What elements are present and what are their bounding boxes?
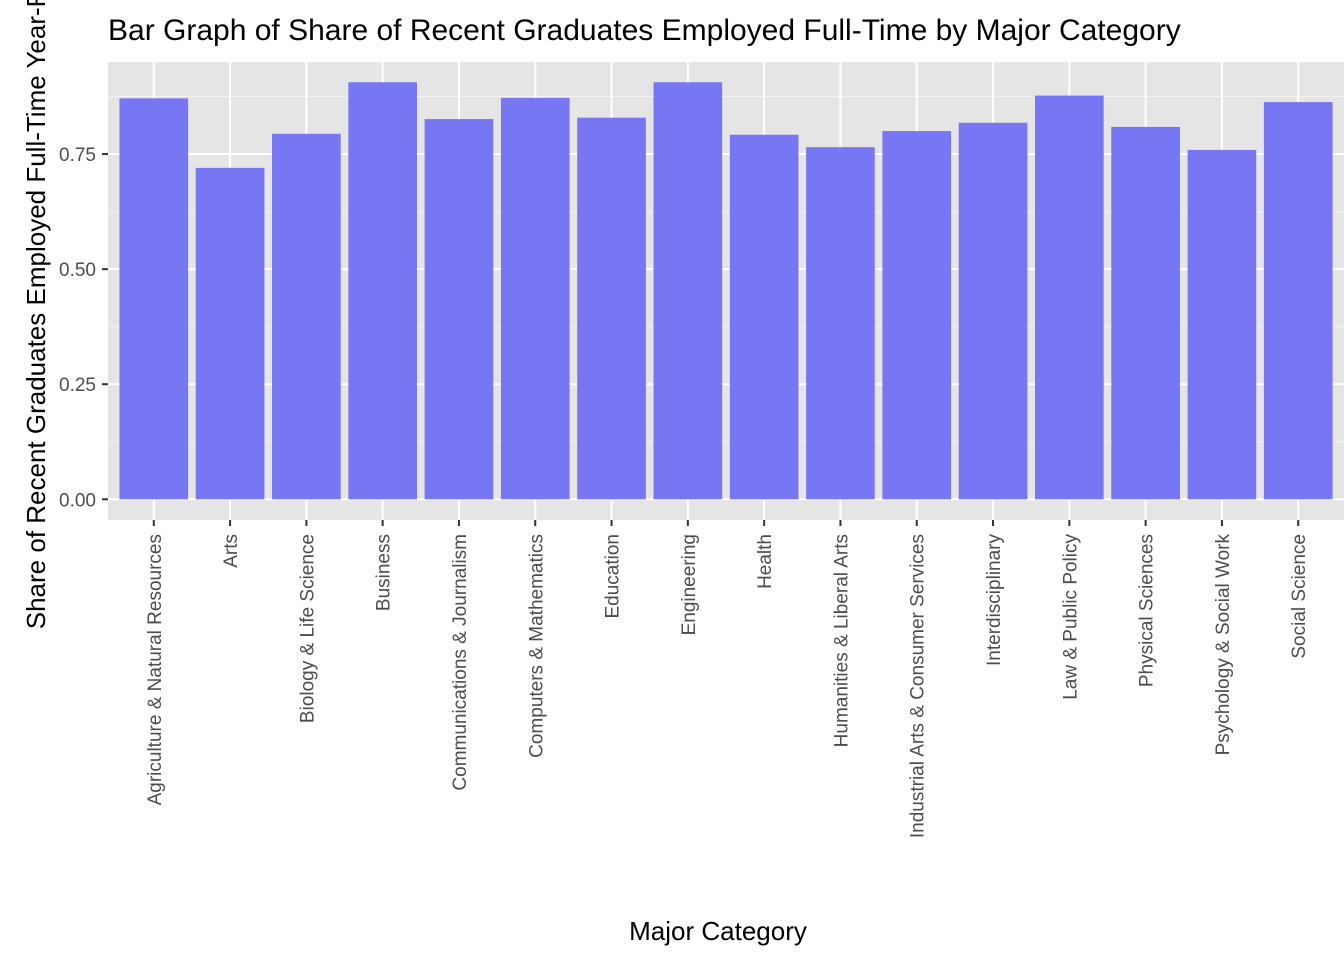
bar [1187,149,1257,500]
x-tick-label: Business [374,534,395,611]
y-tick-label: 0.75 [59,145,96,166]
bar [1263,102,1333,500]
y-tick-label: 0.25 [59,375,96,396]
bar [958,122,1028,500]
bar [119,98,189,500]
x-axis-title: Major Category [629,916,807,946]
x-tick-label: Communications & Journalism [450,534,471,791]
bars [119,82,1333,500]
x-tick-label: Biology & Life Science [297,534,318,723]
x-tick-label: Education [603,534,624,619]
bar [806,147,875,500]
y-tick-label: 0.50 [59,260,96,281]
x-tick-label: Computers & Mathematics [526,534,547,758]
bar [1111,126,1180,500]
bar [729,134,799,500]
x-tick-label: Interdisciplinary [984,534,1005,666]
x-axis: Agriculture & Natural Resources Arts Biolo… [145,520,1310,838]
x-tick-label: Industrial Arts & Consumer Services [908,534,929,838]
bar [1035,95,1104,500]
y-axis-title: Share of Recent Graduates Employed Full-… [21,0,51,629]
bar [882,131,952,500]
bar [424,119,494,500]
x-tick-label: Psychology & Social Work [1213,534,1234,756]
x-tick-label: Agriculture & Natural Resources [145,534,166,805]
x-tick-label: Social Science [1289,534,1310,659]
x-tick-label: Engineering [679,534,700,635]
y-axis: 0.00 0.25 0.50 0.75 [59,145,108,511]
bar [577,117,646,500]
bar [195,167,265,500]
x-tick-label: Arts [221,534,242,568]
y-tick-label: 0.00 [59,490,96,511]
x-tick-label: Law & Public Policy [1060,534,1081,700]
bar [500,97,570,500]
x-tick-label: Physical Sciences [1137,534,1158,687]
bar [653,82,723,500]
bar [272,133,341,500]
x-tick-label: Humanities & Liberal Arts [831,534,852,747]
x-tick-label: Health [755,534,776,589]
chart-title: Bar Graph of Share of Recent Graduates E… [108,14,1181,47]
bar [348,82,417,500]
